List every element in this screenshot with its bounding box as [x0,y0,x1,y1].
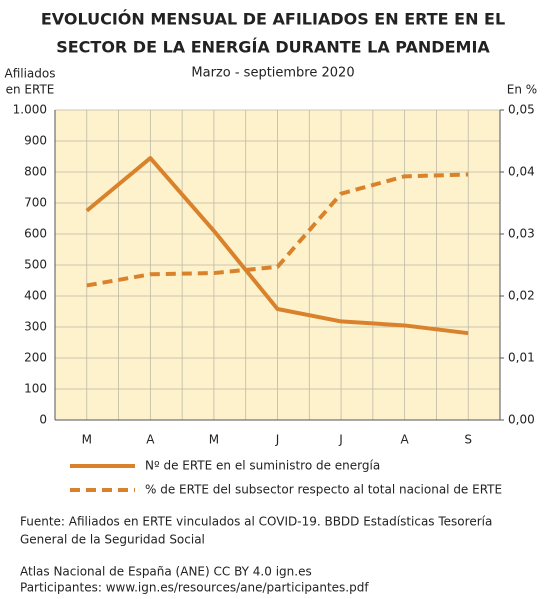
data-line [85,156,469,336]
source-note: General de la Seguridad Social [20,533,205,547]
x-tick-label: S [464,433,472,447]
chart-title: EVOLUCIÓN MENSUAL DE AFILIADOS EN ERTE E… [41,10,505,29]
x-tick-label: A [401,433,410,447]
y-tick-label: 100 [24,382,47,396]
y-tick-label: 700 [24,196,47,210]
source-note: Participantes: www.ign.es/resources/ane/… [20,581,369,595]
chart-title: SECTOR DE LA ENERGÍA DURANTE LA PANDEMIA [56,38,490,57]
source-note: Atlas Nacional de España (ANE) CC BY 4.0… [20,565,312,579]
y2-tick-label: 0,02 [508,289,535,303]
source-note: Fuente: Afiliados en ERTE vinculados al … [20,515,492,529]
x-tick-label: J [338,433,343,447]
y-tick-label: 600 [24,227,47,241]
y-tick-label: 400 [24,289,47,303]
y-tick-label: 300 [24,320,47,334]
y2-tick-label: 0,01 [508,351,535,365]
x-tick-label: J [275,433,280,447]
y-axis-label: Afiliados [5,67,56,81]
y2-axis-label: En % [507,83,537,97]
x-tick-label: M [209,433,219,447]
data-line [86,172,469,288]
x-tick-label: M [82,433,92,447]
y2-tick-label: 0,04 [508,165,535,179]
chart-subtitle: Marzo - septiembre 2020 [191,66,354,81]
y2-tick-label: 0,03 [508,227,535,241]
y-tick-label: 200 [24,351,47,365]
y-tick-label: 500 [24,258,47,272]
y2-tick-label: 0,00 [508,413,535,427]
y-tick-label: 900 [24,134,47,148]
y-axis-label: en ERTE [6,83,55,97]
y-tick-label: 800 [24,165,47,179]
x-tick-label: A [146,433,155,447]
y-tick-label: 0 [39,413,47,427]
legend-label: % de ERTE del subsector respecto al tota… [145,483,502,497]
y-tick-label: 1.000 [13,103,47,117]
y2-tick-label: 0,05 [508,103,535,117]
legend-label: Nº de ERTE en el suministro de energía [145,459,380,473]
